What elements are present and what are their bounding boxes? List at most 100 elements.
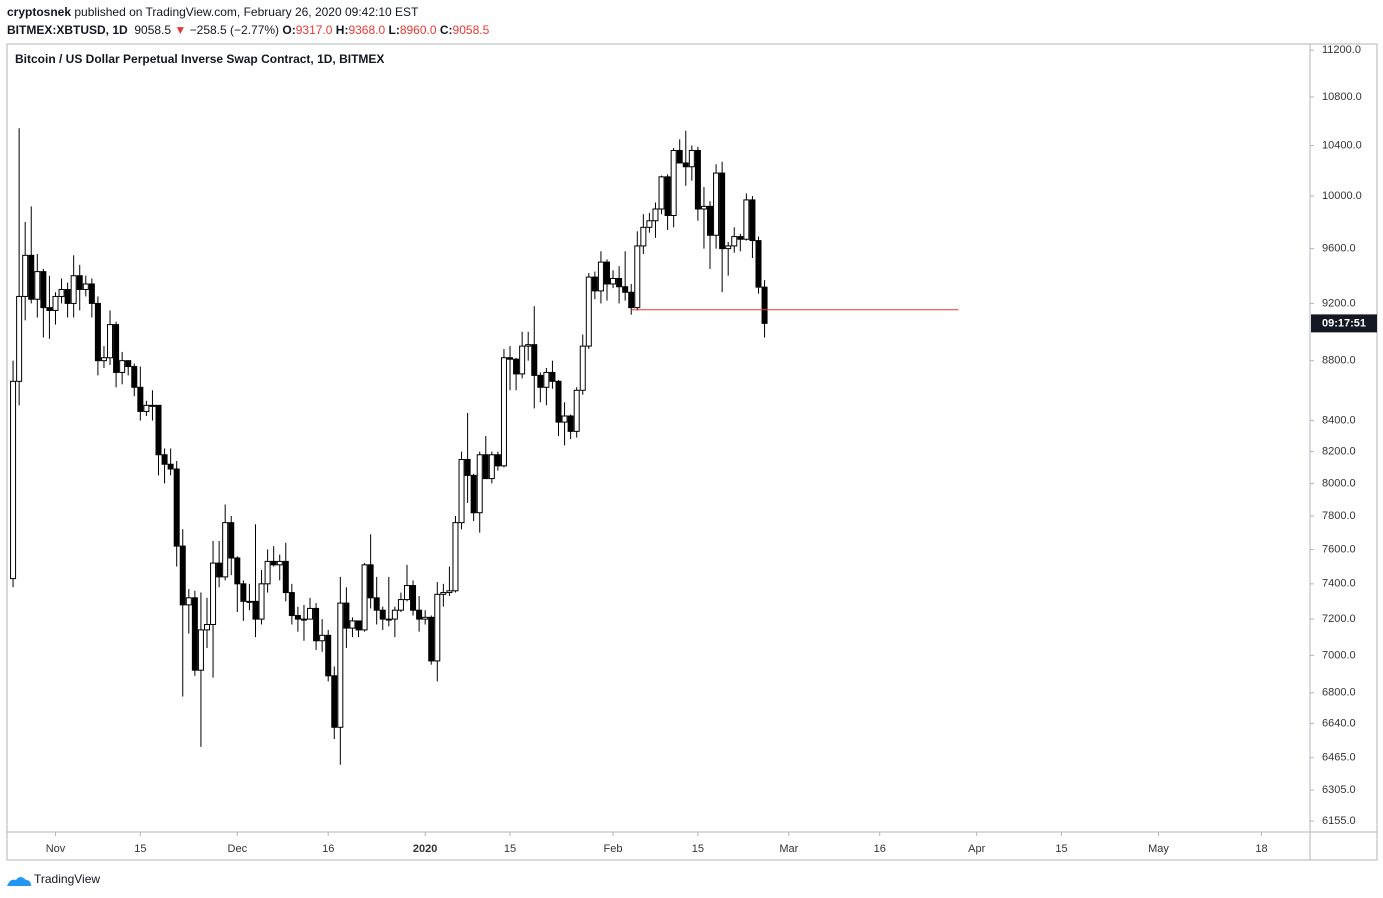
y-tick-label: 9200.0 xyxy=(1322,297,1356,309)
countdown-marker xyxy=(1311,314,1377,333)
x-tick-label: May xyxy=(1148,843,1169,855)
candle-body xyxy=(246,600,253,603)
candle-body xyxy=(573,389,580,432)
candle-body xyxy=(46,307,53,311)
candle-body xyxy=(258,583,265,620)
candle-body xyxy=(579,345,586,391)
y-tick-label: 9600.0 xyxy=(1322,243,1356,255)
candle-body xyxy=(113,324,120,373)
h-label: H: xyxy=(335,23,349,37)
candle-body xyxy=(725,245,732,250)
candle-body xyxy=(391,609,398,620)
candle-body xyxy=(10,380,17,580)
candle-body xyxy=(761,286,768,324)
y-tick-label: 8400.0 xyxy=(1322,414,1356,426)
logo: TradingView xyxy=(7,872,100,886)
y-tick-label: 10800.0 xyxy=(1322,91,1362,103)
candle-body xyxy=(610,277,617,285)
candle-body xyxy=(440,592,447,595)
x-tick-label: 15 xyxy=(504,843,516,855)
candle-body xyxy=(622,286,629,293)
ohlc-line: BITMEX:XBTUSD, 1D 9058.5 ▼ −258.5 (−2.77… xyxy=(7,23,489,37)
x-tick-label: Feb xyxy=(604,843,623,855)
o: 9317.0 xyxy=(295,23,333,37)
candle-body xyxy=(682,162,689,168)
candle-body xyxy=(70,275,77,304)
candle-body xyxy=(234,557,241,585)
y-tick-label: 11200.0 xyxy=(1322,44,1361,56)
published: published on TradingView.com, February 2… xyxy=(74,5,419,19)
candle-body xyxy=(313,607,320,642)
chart-title: Bitcoin / US Dollar Perpetual Inverse Sw… xyxy=(15,52,384,66)
candle-body xyxy=(64,288,71,304)
candle-body xyxy=(131,366,138,388)
candle-body xyxy=(379,609,386,620)
last: 9058.5 xyxy=(134,23,172,37)
candle-body xyxy=(513,358,520,375)
candle-body xyxy=(640,226,647,247)
o-label: O: xyxy=(282,23,296,37)
candle-body xyxy=(597,261,604,292)
candle-body xyxy=(397,599,404,611)
candle-body xyxy=(355,620,362,631)
candle-body xyxy=(719,172,726,250)
candle-body xyxy=(228,522,235,559)
candle-body xyxy=(585,276,592,347)
candle-body xyxy=(688,149,695,168)
candle-body xyxy=(658,176,665,210)
candle-body xyxy=(203,623,210,631)
y-tick-label: 6640.0 xyxy=(1322,717,1356,729)
candle-body xyxy=(458,458,465,524)
candle-body xyxy=(452,522,459,592)
x-tick-label: 15 xyxy=(692,843,704,855)
y-tick-label: 6465.0 xyxy=(1322,752,1356,764)
brand: TradingView xyxy=(34,872,100,886)
candle-body xyxy=(22,254,29,297)
y-tick-label: 7000.0 xyxy=(1322,649,1356,661)
candle-body xyxy=(446,590,453,594)
candle-body xyxy=(94,302,101,362)
candle-body xyxy=(494,454,501,467)
y-tick-label: 7800.0 xyxy=(1322,510,1356,522)
candle-body xyxy=(343,602,350,629)
candle-body xyxy=(185,597,192,606)
candle-body xyxy=(385,618,392,621)
x-tick-label: Nov xyxy=(46,843,66,855)
candle-body xyxy=(670,149,677,216)
h: 9368.0 xyxy=(348,23,386,37)
candle-body xyxy=(276,560,283,566)
x-tick-label: 15 xyxy=(1055,843,1067,855)
candle-body xyxy=(282,560,289,594)
candle-body xyxy=(137,386,144,412)
x-tick-label: 2020 xyxy=(413,843,437,855)
y-tick-label: 10000.0 xyxy=(1322,190,1362,202)
candle-body xyxy=(749,199,756,242)
candle-body xyxy=(34,271,41,300)
candle-body xyxy=(222,522,229,578)
candle-body xyxy=(743,199,750,240)
candle-body xyxy=(555,380,562,423)
countdown: 09:17:51 xyxy=(1322,317,1366,329)
candle-body xyxy=(694,149,701,210)
y-tick-label: 7600.0 xyxy=(1322,543,1356,555)
candle-body xyxy=(476,454,483,514)
y-tick-label: 6305.0 xyxy=(1322,784,1356,796)
candle-body xyxy=(507,357,514,360)
candle-body xyxy=(652,208,659,222)
publish-line: cryptosnek published on TradingView.com,… xyxy=(7,5,418,19)
candle-body xyxy=(567,415,574,432)
candle-body xyxy=(361,564,368,631)
c: 9058.5 xyxy=(452,23,490,37)
candle-body xyxy=(367,564,374,599)
candle-body xyxy=(161,454,168,465)
change: −258.5 (−2.77%) xyxy=(189,23,280,37)
candle-body xyxy=(488,454,495,480)
x-tick-label: Mar xyxy=(779,843,798,855)
candle-body xyxy=(676,149,683,164)
symbol: BITMEX:XBTUSD, 1D xyxy=(7,23,128,37)
candle-body xyxy=(155,404,162,456)
candle-body xyxy=(28,254,35,300)
candle-body xyxy=(646,220,653,228)
